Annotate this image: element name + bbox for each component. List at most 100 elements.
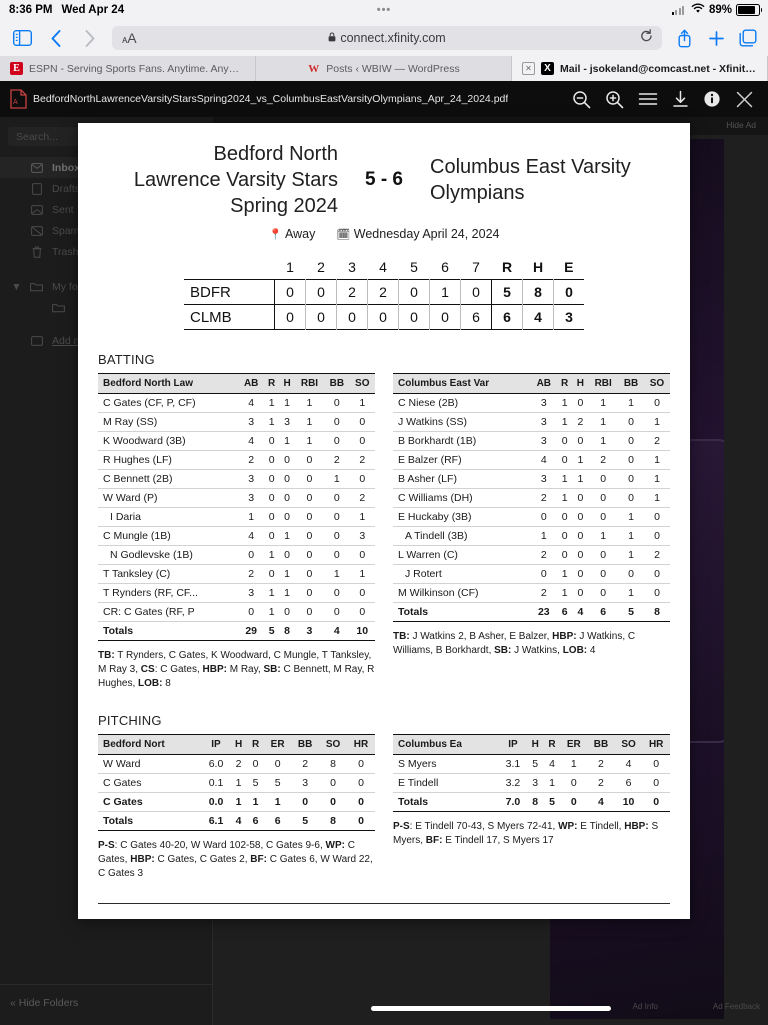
inning-score: 0 xyxy=(274,279,306,305)
ad-info-link[interactable]: Ad Info xyxy=(632,1002,658,1011)
stat-cell: 0 xyxy=(294,564,325,584)
stat-cell: 3 xyxy=(238,488,264,508)
zoom-out-icon[interactable] xyxy=(572,90,591,109)
tabs-overview-icon[interactable] xyxy=(732,23,764,53)
stat-cell: 4 xyxy=(614,754,643,774)
table-row: C Williams (DH) 2 1 0 0 0 1 xyxy=(393,488,670,508)
total-hits: 8 xyxy=(522,279,554,305)
stat-cell: 0 xyxy=(247,754,265,774)
col-ip: IP xyxy=(499,734,527,755)
cellular-signal-icon xyxy=(671,5,687,15)
batting-home-rows: C Niese (2B) 3 1 0 1 1 0 J Watkins (SS) 3 1 2 1 0 1 B … xyxy=(393,393,670,622)
browser-tab-espn[interactable]: E ESPN - Serving Sports Fans. Anytime. A… xyxy=(0,56,256,81)
batting-table-away: Bedford North Law AB R H RBI BB SO C Gat… xyxy=(98,373,375,641)
forward-chevron-icon[interactable] xyxy=(74,23,106,53)
lock-icon xyxy=(328,31,336,45)
total-cell: 6 xyxy=(264,811,292,831)
share-icon[interactable] xyxy=(668,23,700,53)
info-icon[interactable] xyxy=(703,90,721,108)
menu-icon[interactable] xyxy=(638,91,658,107)
total-cell: 29 xyxy=(238,621,264,641)
stat-cell: 0 xyxy=(618,450,644,470)
linescore-table: 1 2 3 4 5 6 7 R H E BDFR 0 xyxy=(184,255,584,330)
sidebar-add-folder[interactable]: Add n xyxy=(0,330,212,351)
stat-cell: 1 xyxy=(324,564,350,584)
address-bar[interactable]: ᴀA connect.xfinity.com xyxy=(112,26,662,50)
note-value: 8 xyxy=(162,678,171,689)
note-value: J Watkins 2, B Asher, E Balzer, xyxy=(409,631,553,642)
total-cell: 10 xyxy=(349,621,375,641)
stat-cell: 0 xyxy=(294,526,325,546)
ad-feedback-link[interactable]: Ad Feedback xyxy=(712,1002,760,1011)
zoom-in-icon[interactable] xyxy=(605,90,624,109)
pitching-home-column: Columbus Ea IP H R ER BB SO HR S Myers 3.… xyxy=(393,734,670,881)
note-key: LOB: xyxy=(138,678,163,689)
total-cell: 4 xyxy=(587,792,615,812)
total-cell: 8 xyxy=(644,602,670,622)
inning-score: 0 xyxy=(336,304,368,330)
stat-cell: 0 xyxy=(279,545,295,565)
sidebar-item-my-folders[interactable]: ▼ My fol xyxy=(0,276,212,297)
multitask-dots-icon[interactable]: ••• xyxy=(376,4,392,16)
stat-cell: 2 xyxy=(530,545,557,565)
stat-cell: 0 xyxy=(349,412,375,432)
sidebar-item-spam[interactable]: Spam xyxy=(0,220,212,241)
table-row: C Niese (2B) 3 1 0 1 1 0 xyxy=(393,393,670,413)
stat-cell: 2 xyxy=(588,450,619,470)
sidebar-item-sent[interactable]: Sent xyxy=(0,199,212,220)
stat-cell: 3 xyxy=(530,431,557,451)
table-row: R Hughes (LF) 2 0 0 0 2 2 xyxy=(98,450,375,470)
col-bb: BB xyxy=(291,734,320,755)
browser-tab-wordpress[interactable]: W Posts ‹ WBIW — WordPress xyxy=(256,56,512,81)
runs-header: R xyxy=(501,259,513,275)
errors-header: E xyxy=(564,259,574,275)
stat-cell: 2 xyxy=(644,545,670,565)
url-display: connect.xfinity.com xyxy=(112,31,662,45)
stat-cell: 4 xyxy=(238,393,264,413)
inning-header-2: 2 xyxy=(317,259,325,275)
chevron-down-icon[interactable]: ▼ xyxy=(11,280,22,293)
stat-cell: 1 xyxy=(279,431,295,451)
table-row: C Mungle (1B) 4 0 1 0 0 3 xyxy=(98,526,375,546)
url-text: connect.xfinity.com xyxy=(340,31,446,45)
text-size-button[interactable]: ᴀA xyxy=(122,30,137,46)
back-chevron-icon[interactable] xyxy=(40,23,72,53)
player-name: C Williams (DH) xyxy=(393,488,531,508)
hide-folders-button[interactable]: « Hide Folders xyxy=(10,997,79,1009)
pdf-page[interactable]: Bedford North Lawrence Varsity Stars Spr… xyxy=(78,123,690,919)
stat-cell: 0 xyxy=(263,526,280,546)
team-header: Columbus Ea xyxy=(393,734,500,755)
total-cell: 5 xyxy=(543,792,561,812)
tab-close-icon[interactable]: ✕ xyxy=(522,62,535,75)
sidebar-subfolder[interactable] xyxy=(0,297,212,318)
final-score: 5 - 6 xyxy=(364,169,404,190)
sidebar-item-drafts[interactable]: Drafts xyxy=(0,178,212,199)
team-abbr: BDFR xyxy=(184,279,275,305)
browser-tab-xfinity-mail[interactable]: ✕ X Mail - jsokeland@comcast.net - Xfini… xyxy=(512,56,768,81)
stat-cell: 0 xyxy=(294,545,325,565)
table-row: I Daria 1 0 0 0 0 1 xyxy=(98,507,375,527)
stat-cell: 0 xyxy=(324,602,350,622)
stat-cell: 0 xyxy=(644,583,670,603)
stat-cell: 6 xyxy=(614,773,643,793)
date-label: Wed Apr 24 xyxy=(61,4,125,16)
col-bb: BB xyxy=(618,373,644,394)
stat-cell: 4 xyxy=(238,526,264,546)
stat-cell: 2 xyxy=(587,773,615,793)
stat-cell: 0 xyxy=(572,526,589,546)
close-icon[interactable] xyxy=(735,90,754,109)
pitching-home-notes: P-S: E Tindell 70-43, S Myers 72-41, WP:… xyxy=(393,820,670,848)
total-cell: 10 xyxy=(614,792,643,812)
home-indicator[interactable] xyxy=(370,1006,611,1011)
reload-icon[interactable] xyxy=(640,28,653,48)
table-row: L Warren (C) 2 0 0 0 1 2 xyxy=(393,545,670,565)
sidebar-item-trash[interactable]: Trash xyxy=(0,241,212,262)
download-icon[interactable] xyxy=(672,90,689,108)
stat-cell: 2 xyxy=(324,450,350,470)
plus-icon[interactable] xyxy=(700,23,732,53)
hide-ad-button[interactable]: Hide Ad xyxy=(726,120,756,130)
sidebar-toggle-icon[interactable] xyxy=(6,23,38,53)
stat-cell: 2 xyxy=(644,431,670,451)
table-row: E Huckaby (3B) 0 0 0 0 1 0 xyxy=(393,507,670,527)
stat-cell: 1 xyxy=(618,507,644,527)
